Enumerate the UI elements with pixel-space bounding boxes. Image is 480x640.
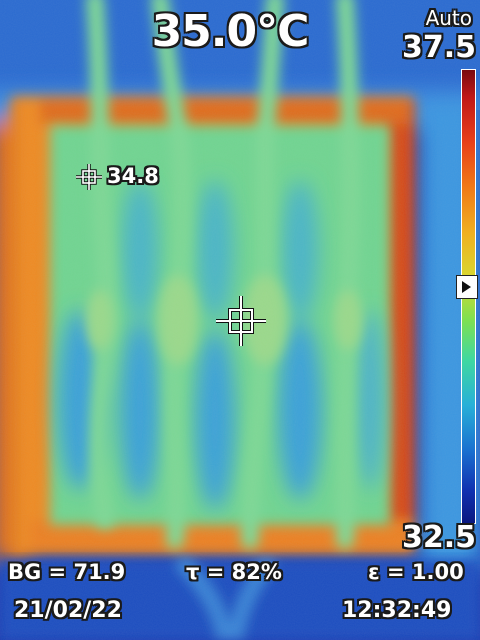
center-temperature: 35.0°C <box>151 6 310 57</box>
crosshair-icon <box>76 164 102 190</box>
transmission: τ = 82% <box>186 560 282 584</box>
date-stamp: 21/02/22 <box>14 598 122 623</box>
emissivity: ε = 1.00 <box>368 560 464 584</box>
crosshair-icon <box>216 296 266 346</box>
scale-mode: Auto <box>425 6 472 30</box>
spot-temperature: 34.8 <box>107 164 159 188</box>
time-stamp: 12:32:49 <box>342 598 452 623</box>
background-temp: BG = 71.9 <box>8 560 126 584</box>
scale-max: 37.5 <box>401 30 476 65</box>
triangle-right-icon <box>456 275 478 300</box>
scale-min: 32.5 <box>401 520 476 555</box>
